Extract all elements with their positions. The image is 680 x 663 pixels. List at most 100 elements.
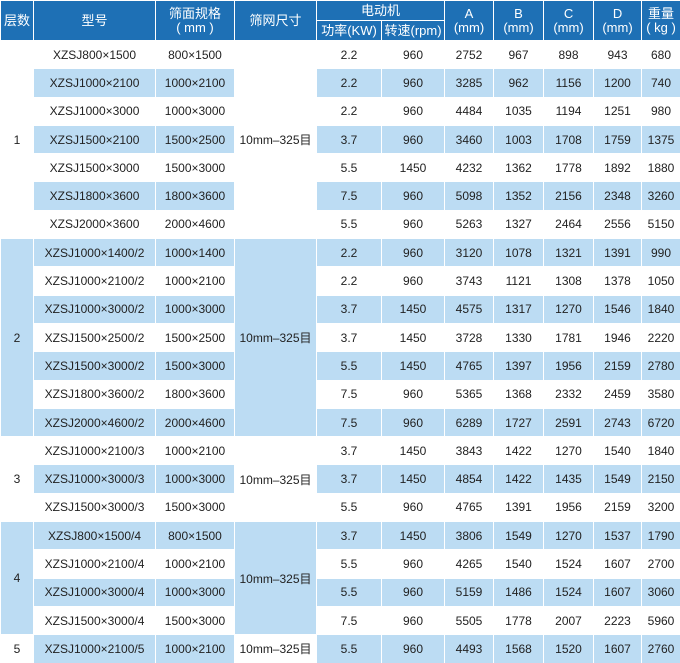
spec-cell: 1000×1400 <box>155 238 235 268</box>
weight-cell: 980 <box>641 96 680 126</box>
label: 重量 <box>648 5 675 21</box>
layer-cell: 5 <box>0 634 34 663</box>
header-weight: 重量( kg ) <box>641 0 680 41</box>
spec-cell: 1000×3000 <box>155 464 235 494</box>
table-row: 3 XZSJ1000×2100/3 1000×2100 10mm–325目 3.7 145… <box>0 436 680 523</box>
power-cell: 5.5 <box>316 634 382 663</box>
d-cell: 2743 <box>593 407 643 438</box>
header-d: D (mm) <box>593 0 643 41</box>
b-cell: 1422 <box>493 436 545 466</box>
c-cell: 1435 <box>543 464 595 494</box>
power-cell: 5.5 <box>316 153 382 183</box>
a-cell: 6289 <box>444 407 495 438</box>
table-row: XZSJ1000×2100/4 1000×2100 5.5 960 4265 1540 15… <box>1 549 680 579</box>
power-cell: 3.7 <box>316 322 382 353</box>
model-cell: XZSJ1000×2100/3 <box>33 436 156 466</box>
b-cell: 1035 <box>493 96 545 126</box>
a-cell: 5505 <box>444 605 495 636</box>
table-row: XZSJ1500×3000/3 1500×3000 5.5 960 4765 1391 19… <box>1 492 680 523</box>
speed-cell: 1450 <box>380 521 446 551</box>
b-cell: 1540 <box>493 549 545 579</box>
weight-cell: 990 <box>641 238 680 268</box>
spec-cell: 1000×2100 <box>155 634 235 663</box>
b-cell: 1568 <box>493 634 545 663</box>
speed-cell: 1450 <box>380 436 446 466</box>
mesh-cell: 10mm–325目 <box>234 436 317 523</box>
header-layer: 层数 <box>0 0 34 41</box>
weight-cell: 5150 <box>641 209 680 240</box>
model-cell: XZSJ1800×3600/2 <box>33 379 156 409</box>
model-cell: XZSJ1500×3000/2 <box>33 351 156 381</box>
speed-cell: 960 <box>380 379 446 409</box>
layer-cell: 3 <box>0 436 34 523</box>
d-cell: 2556 <box>593 209 643 240</box>
b-cell: 1486 <box>493 577 545 607</box>
speed-cell: 1450 <box>380 351 446 381</box>
b-cell: 1727 <box>493 407 545 438</box>
a-cell: 4484 <box>444 96 495 126</box>
b-cell: 1549 <box>493 521 545 551</box>
table-row: XZSJ1500×3000 1500×3000 5.5 1450 4232 1362 177… <box>1 153 680 183</box>
weight-cell: 2150 <box>641 464 680 494</box>
weight-cell: 1375 <box>641 124 680 155</box>
mesh-cell: 10mm–325目 <box>234 521 317 636</box>
c-cell: 1520 <box>543 634 595 663</box>
model-cell: XZSJ800×1500 <box>33 39 156 70</box>
c-cell: 1270 <box>543 294 595 324</box>
model-cell: XZSJ1500×2100 <box>33 124 156 155</box>
table-row: XZSJ2000×3600 2000×4600 5.5 960 5263 1327 2464… <box>1 209 680 240</box>
model-cell: XZSJ1000×3000/4 <box>33 577 156 607</box>
c-cell: 1194 <box>543 96 595 126</box>
table-row: 5 XZSJ1000×2100/5 1000×2100 10mm–325目 5.5 960… <box>0 634 680 663</box>
d-cell: 1546 <box>593 294 643 324</box>
speed-cell: 960 <box>380 181 446 211</box>
weight-cell: 5960 <box>641 605 680 636</box>
a-cell: 5263 <box>444 209 495 240</box>
d-cell: 1759 <box>593 124 643 155</box>
model-cell: XZSJ1000×3000/3 <box>33 464 156 494</box>
a-cell: 4765 <box>444 351 495 381</box>
model-cell: XZSJ2000×4600/2 <box>33 407 156 438</box>
power-cell: 5.5 <box>316 351 382 381</box>
table-row: XZSJ1000×3000/3 1000×3000 3.7 1450 4854 1422 1… <box>1 464 680 494</box>
model-cell: XZSJ1000×2100/2 <box>33 266 156 296</box>
b-cell: 1327 <box>493 209 545 240</box>
power-cell: 3.7 <box>316 124 382 155</box>
c-cell: 2464 <box>543 209 595 240</box>
weight-cell: 3580 <box>641 379 680 409</box>
d-cell: 1549 <box>593 464 643 494</box>
speed-cell: 960 <box>380 39 446 70</box>
spec-cell: 1000×2100 <box>155 436 235 466</box>
b-cell: 1362 <box>493 153 545 183</box>
label: D <box>612 5 623 21</box>
model-cell: XZSJ1500×3000/4 <box>33 605 156 636</box>
c-cell: 1708 <box>543 124 595 155</box>
c-cell: 2007 <box>543 605 595 636</box>
speed-cell: 960 <box>380 124 446 155</box>
c-cell: 2156 <box>543 181 595 211</box>
table-row: XZSJ2000×4600/2 2000×4600 7.5 960 6289 1727 25… <box>1 407 680 438</box>
c-cell: 1524 <box>543 549 595 579</box>
mesh-cell: 10mm–325目 <box>234 39 317 240</box>
unit: ( kg ) <box>646 19 676 35</box>
speed-cell: 1450 <box>380 294 446 324</box>
mesh-cell: 10mm–325目 <box>234 238 317 438</box>
c-cell: 1956 <box>543 492 595 523</box>
model-cell: XZSJ1000×2100/5 <box>33 634 156 663</box>
table-row: 1 XZSJ800×1500 800×1500 10mm–325目 2.2 960 2752… <box>0 39 680 240</box>
speed-cell: 960 <box>380 68 446 98</box>
weight-cell: 3200 <box>641 492 680 523</box>
power-cell: 7.5 <box>316 379 382 409</box>
c-cell: 898 <box>543 39 595 70</box>
c-cell: 1270 <box>543 436 595 466</box>
speed-cell: 960 <box>380 634 446 663</box>
table-row: XZSJ1500×3000/2 1500×3000 5.5 1450 4765 1397 1… <box>1 351 680 381</box>
spec-cell: 800×1500 <box>155 39 235 70</box>
c-cell: 1308 <box>543 266 595 296</box>
spec-cell: 1500×3000 <box>155 605 235 636</box>
power-cell: 7.5 <box>316 605 382 636</box>
model-cell: XZSJ1000×3000 <box>33 96 156 126</box>
d-cell: 1251 <box>593 96 643 126</box>
